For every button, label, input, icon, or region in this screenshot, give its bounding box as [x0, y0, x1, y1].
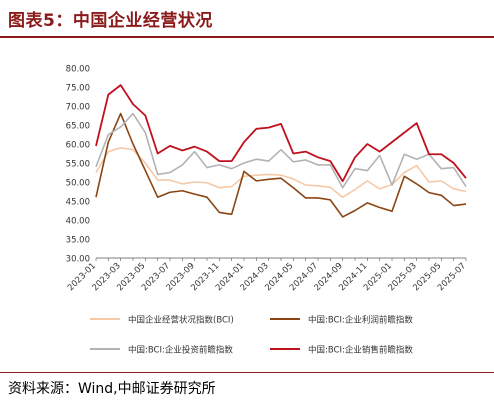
- y-tick-label: 35.00: [66, 236, 90, 246]
- source-divider: [0, 372, 494, 373]
- y-tick-label: 80.00: [66, 65, 90, 75]
- y-tick-label: 30.00: [66, 255, 90, 265]
- y-tick-label: 50.00: [66, 179, 90, 189]
- y-tick-label: 75.00: [66, 84, 90, 94]
- y-tick-label: 55.00: [66, 160, 90, 170]
- y-tick-label: 45.00: [66, 198, 90, 208]
- line-chart: 30.00 35.00 40.00 45.00 50.00 55.00 60.00 65.00…: [66, 65, 468, 356]
- figure-title: 图表5：中国企业经营状况: [8, 11, 213, 31]
- y-tick-label: 65.00: [66, 122, 90, 132]
- y-tick-label: 60.00: [66, 141, 90, 151]
- legend-label: 中国:BCI:企业投资前瞻指数: [128, 345, 233, 356]
- series-layer: [95, 84, 467, 218]
- x-axis: 2023-012023-032023-052023-072023-092023-…: [66, 257, 468, 293]
- legend: 中国企业经营状况指数(BCI) 中国:BCI:企业利润前瞻指数中国:BCI:企业投…: [90, 315, 413, 356]
- title-divider: [0, 36, 494, 38]
- series-line: [95, 112, 467, 189]
- legend-label: 中国企业经营状况指数(BCI): [128, 315, 234, 326]
- y-axis: 30.00 35.00 40.00 45.00 50.00 55.00 60.00 65.00…: [66, 65, 90, 265]
- legend-label: 中国:BCI:企业销售前瞻指数: [308, 345, 413, 356]
- series-line: [95, 112, 467, 218]
- source-note: 资料来源：Wind,中邮证券研究所: [8, 381, 216, 397]
- y-tick-label: 70.00: [66, 103, 90, 113]
- series-line: [95, 147, 467, 198]
- series-line: [95, 84, 467, 183]
- y-tick-label: 40.00: [66, 217, 90, 227]
- legend-label: 中国:BCI:企业利润前瞻指数: [308, 315, 413, 326]
